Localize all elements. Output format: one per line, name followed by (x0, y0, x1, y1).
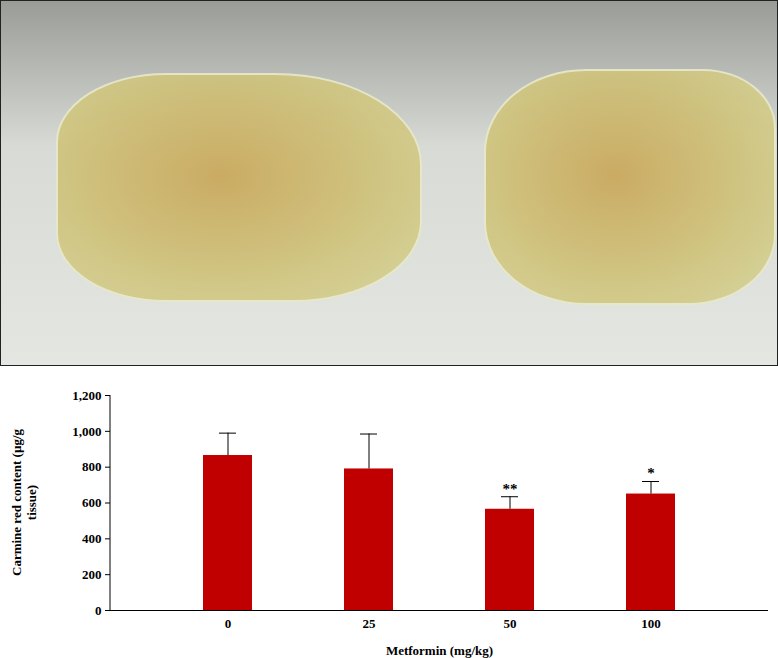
svg-text:200: 200 (82, 567, 102, 582)
svg-text:*: * (647, 465, 655, 481)
svg-text:0: 0 (225, 616, 232, 631)
svg-text:100: 100 (641, 616, 661, 631)
svg-text:400: 400 (82, 531, 102, 546)
svg-text:0: 0 (95, 603, 102, 618)
svg-text:1,200: 1,200 (72, 388, 101, 403)
svg-text:50: 50 (504, 616, 517, 631)
svg-text:600: 600 (82, 495, 102, 510)
svg-text:**: ** (503, 481, 518, 497)
svg-text:25: 25 (363, 616, 377, 631)
svg-text:Metformin (mg/kg): Metformin (mg/kg) (386, 643, 493, 658)
svg-text:800: 800 (82, 459, 102, 474)
svg-text:1,000: 1,000 (72, 423, 101, 438)
svg-text:Carmine red content (µg/gtissu: Carmine red content (µg/gtissue) (9, 429, 39, 576)
